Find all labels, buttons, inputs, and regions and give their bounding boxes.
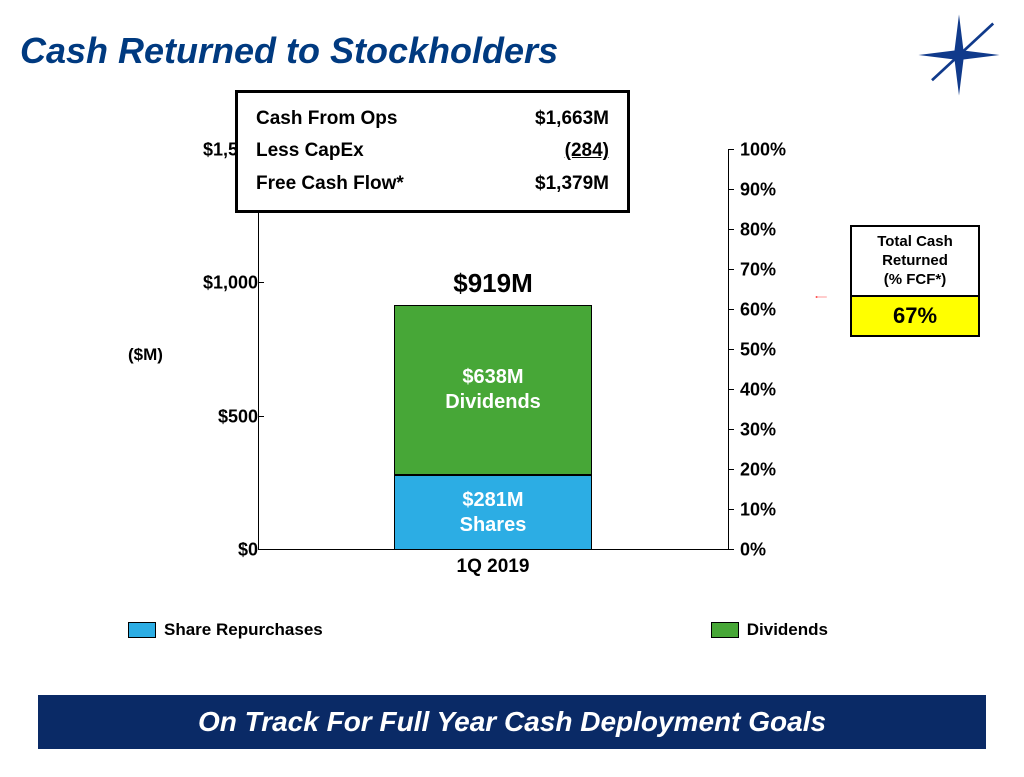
callout-arrow-icon [792, 296, 850, 298]
footer-banner: On Track For Full Year Cash Deployment G… [38, 695, 986, 749]
tick-mark-icon [728, 269, 734, 270]
bar-total-label: $919M [394, 268, 591, 299]
callout-title: Total Cash Returned (% FCF*) [852, 227, 978, 295]
y-right-tick-label: 60% [740, 300, 776, 321]
callout-title-line: (% FCF*) [884, 271, 947, 288]
tick-mark-icon [728, 389, 734, 390]
legend-label: Share Repurchases [164, 620, 323, 640]
y-right-tick-label: 30% [740, 420, 776, 441]
info-value: $1,379M [509, 168, 609, 200]
cash-returned-chart: ($M) $0$500$1,000$1,500 $638MDividends$2… [128, 150, 888, 620]
y-axis-left-label: ($M) [128, 345, 163, 365]
y-right-tick-label: 50% [740, 340, 776, 361]
star-icon [919, 15, 1000, 96]
company-logo [914, 10, 1004, 100]
y-axis-right: 0%10%20%30%40%50%60%70%80%90%100% [728, 150, 808, 550]
y-right-tick-label: 80% [740, 220, 776, 241]
info-row: Cash From Ops $1,663M [256, 103, 609, 135]
tick-mark-icon [728, 429, 734, 430]
y-axis-right-line [728, 150, 729, 550]
tick-mark-icon [728, 469, 734, 470]
info-label: Less CapEx [256, 135, 364, 167]
y-right-tick-label: 70% [740, 260, 776, 281]
page-title: Cash Returned to Stockholders [20, 30, 558, 72]
legend-swatch-icon [711, 622, 739, 638]
info-row: Less CapEx (284) [256, 135, 609, 167]
x-axis-line [258, 549, 728, 550]
bar-segment-value: $281M [462, 488, 523, 513]
bar-segment-shares: $281MShares [394, 475, 591, 550]
legend-item-shares: Share Repurchases [128, 620, 323, 640]
callout-title-line: Returned [882, 252, 948, 269]
info-label: Free Cash Flow* [256, 168, 404, 200]
bar-stack: $638MDividends$281MShares$919M [394, 305, 591, 550]
tick-mark-icon [728, 349, 734, 350]
y-right-tick-label: 100% [740, 140, 786, 161]
y-right-tick-label: 90% [740, 180, 776, 201]
callout-value: 67% [852, 295, 978, 335]
legend-item-dividends: Dividends [711, 620, 828, 640]
y-right-tick-label: 40% [740, 380, 776, 401]
chart-legend: Share Repurchases Dividends [128, 620, 888, 640]
info-value: (284) [509, 135, 609, 167]
tick-mark-icon [728, 189, 734, 190]
info-label: Cash From Ops [256, 103, 397, 135]
info-value: $1,663M [509, 103, 609, 135]
tick-mark-icon [728, 309, 734, 310]
y-right-tick-label: 10% [740, 500, 776, 521]
total-cash-returned-callout: Total Cash Returned (% FCF*) 67% [850, 225, 980, 337]
info-row: Free Cash Flow* $1,379M [256, 168, 609, 200]
bar-segment-name: Shares [460, 513, 527, 538]
tick-mark-icon [728, 509, 734, 510]
y-right-tick-label: 0% [740, 540, 766, 561]
tick-mark-icon [728, 549, 734, 550]
legend-label: Dividends [747, 620, 828, 640]
tick-mark-icon [728, 149, 734, 150]
y-left-tick-label: $1,000 [173, 273, 258, 294]
cash-flow-summary-box: Cash From Ops $1,663M Less CapEx (284) F… [235, 90, 630, 213]
y-right-tick-label: 20% [740, 460, 776, 481]
legend-swatch-icon [128, 622, 156, 638]
y-left-tick-label: $0 [173, 540, 258, 561]
bar-segment-value: $638M [462, 365, 523, 390]
bar-segment-dividends: $638MDividends [394, 305, 591, 475]
callout-title-line: Total Cash [877, 233, 953, 250]
tick-mark-icon [728, 229, 734, 230]
x-axis-category-label: 1Q 2019 [433, 556, 553, 578]
bar-segment-name: Dividends [445, 390, 541, 415]
y-left-tick-label: $500 [173, 406, 258, 427]
